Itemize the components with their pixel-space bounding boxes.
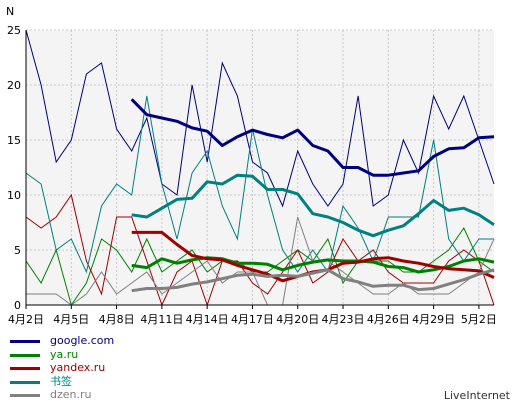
y-axis-label: N — [6, 5, 14, 18]
y-tick-label: 0 — [14, 299, 21, 312]
y-tick-label: 15 — [7, 134, 21, 147]
legend-label: dzen.ru — [50, 388, 92, 402]
x-tick-label: 4月11日 — [140, 313, 183, 326]
x-tick-label: 4月14日 — [186, 313, 229, 326]
x-tick-label: 4月23日 — [322, 313, 365, 326]
legend-swatch — [10, 353, 40, 357]
y-tick-label: 25 — [7, 24, 21, 37]
series-daily-line-4 — [26, 216, 495, 306]
x-tick-label: 4月17日 — [231, 313, 274, 326]
series-smooth-line-1 — [131, 256, 495, 274]
series-smooth-line-0 — [130, 98, 495, 177]
legend-label: ya.ru — [50, 347, 79, 361]
x-tick-label: 4月2日 — [8, 313, 44, 326]
x-tick-label: 4月8日 — [99, 313, 135, 326]
y-tick-label: 10 — [7, 189, 21, 202]
y-ticks: 0 5 10 15 20 25 — [7, 24, 21, 312]
series-smooth-line-4 — [131, 268, 495, 293]
legend-swatch — [10, 394, 40, 398]
y-tick-label: 5 — [14, 244, 21, 257]
x-tick-label: 4月5日 — [53, 313, 89, 326]
legend-label: yandex.ru — [50, 361, 106, 375]
legend-label: 书签 — [50, 374, 72, 388]
legend-label: google.com — [50, 334, 115, 347]
legend-swatch — [10, 380, 40, 384]
series-daily-line-0 — [25, 29, 495, 208]
y-tick-label: 20 — [7, 79, 21, 92]
legend-swatch — [10, 340, 40, 343]
x-tick-label: 4月29日 — [412, 313, 455, 326]
series-smooth-line-3 — [131, 173, 495, 238]
x-tick-label: 5月2日 — [461, 313, 497, 326]
footer-brand: LiveInternet — [443, 389, 510, 402]
x-tick-label: 4月20日 — [276, 313, 319, 326]
x-ticks: 4月2日 4月5日 4月8日 4月11日 4月14日 4月17日 4月20日 4月23日 4月2… — [8, 305, 497, 326]
x-tick-label: 4月26日 — [367, 313, 410, 326]
smoothed-lines — [130, 98, 495, 293]
legend-swatch — [10, 367, 40, 371]
